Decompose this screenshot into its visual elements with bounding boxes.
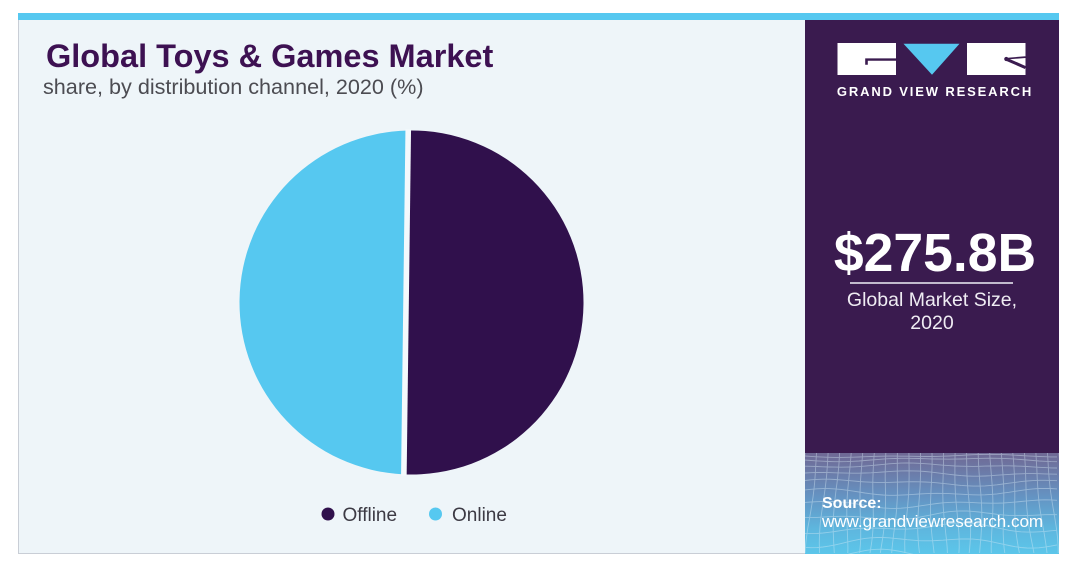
svg-text:Offline: Offline [343,505,398,526]
svg-text:Online: Online [452,505,507,526]
